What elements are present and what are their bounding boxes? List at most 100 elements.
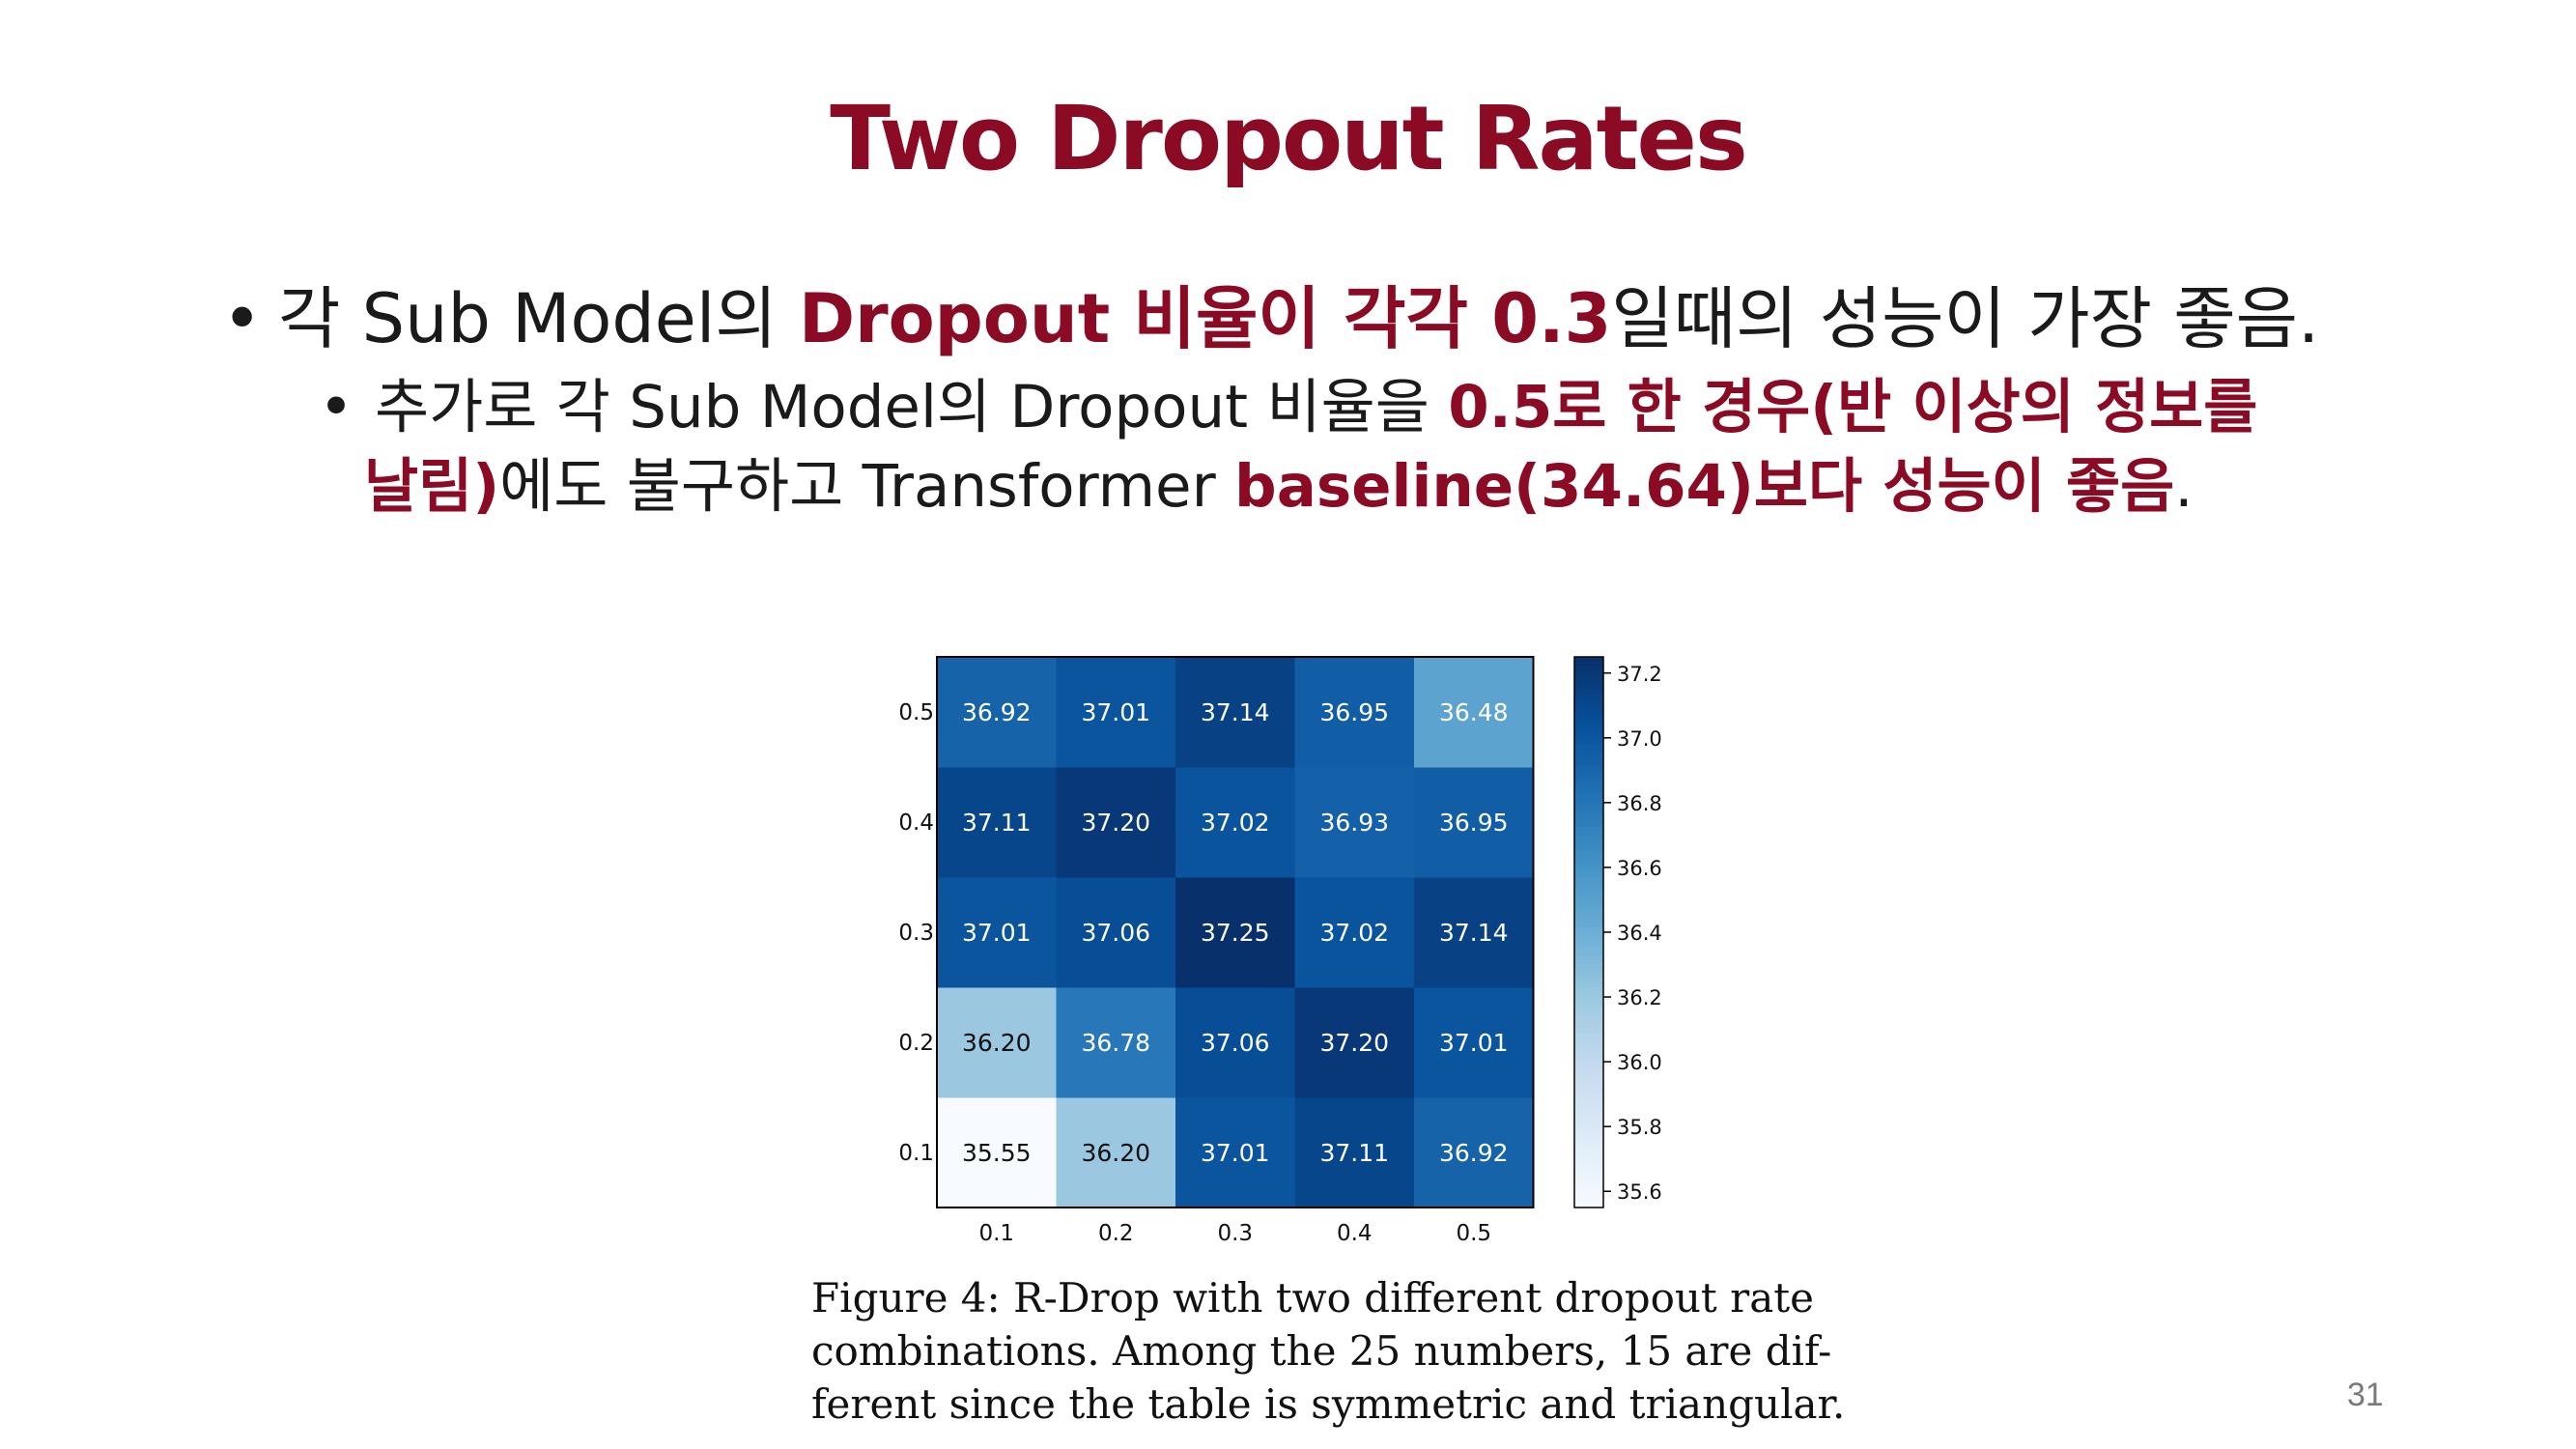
colorbar-segment	[1574, 1074, 1603, 1080]
colorbar-tick-label: 37.2	[1617, 663, 1662, 686]
heatmap-cell	[1056, 767, 1176, 878]
colorbar-segment	[1574, 657, 1603, 663]
cell-value-label: 36.20	[962, 1029, 1032, 1057]
heatmap-cell	[1175, 1097, 1295, 1208]
colorbar-segment	[1574, 776, 1603, 782]
cell-value-label: 36.48	[1439, 698, 1509, 726]
colorbar-segment	[1574, 1198, 1603, 1205]
heatmap-cell	[937, 657, 1057, 768]
colorbar-segment	[1574, 1037, 1603, 1043]
heatmap-chart: 35.55 36.20 37.01 37.11 36.92 36.20 36.78 37.06…	[898, 656, 1662, 1246]
heatmap-cell	[1294, 987, 1415, 1098]
colorbar-segment	[1574, 1069, 1603, 1076]
cell-value-label: 36.95	[1319, 698, 1389, 726]
colorbar-segment	[1574, 785, 1603, 791]
colorbar-segment	[1574, 973, 1603, 980]
colorbar-segment	[1574, 694, 1603, 699]
colorbar-segment	[1574, 1189, 1603, 1195]
colorbar-segment	[1574, 1097, 1603, 1103]
heatmap-cell	[1414, 657, 1534, 768]
cell-value-label: 37.01	[962, 919, 1032, 947]
heatmap-cell	[1175, 877, 1295, 988]
cell-value-label: 37.06	[1081, 919, 1150, 947]
colorbar-segment	[1574, 721, 1603, 727]
colorbar-segment	[1574, 927, 1603, 933]
colorbar-segment	[1574, 836, 1603, 841]
colorbar-segment	[1574, 1101, 1603, 1108]
heatmap-cell	[1294, 1097, 1415, 1208]
colorbar-segment	[1574, 794, 1603, 801]
colorbar-segment	[1574, 1093, 1603, 1098]
cell-value-label: 36.95	[1439, 809, 1509, 837]
x-tick-label: 0.1	[978, 1221, 1014, 1246]
colorbar-segment	[1574, 1106, 1603, 1113]
colorbar-tick-label: 35.6	[1617, 1180, 1662, 1204]
heatmap-cell	[1175, 767, 1295, 878]
colorbar-segment	[1574, 689, 1603, 695]
colorbar-segment	[1574, 854, 1603, 860]
colorbar-tick-label: 36.8	[1617, 792, 1662, 815]
colorbar-segment	[1574, 1083, 1603, 1090]
colorbar-segment	[1574, 712, 1603, 718]
colorbar-segment	[1574, 1184, 1603, 1190]
colorbar-segment	[1574, 840, 1603, 846]
colorbar-segment	[1574, 725, 1603, 731]
page-number: 31	[2347, 1377, 2384, 1413]
colorbar-segment	[1574, 1014, 1603, 1021]
colorbar-segment	[1574, 1166, 1603, 1172]
colorbar-segment	[1574, 739, 1603, 746]
colorbar-segment	[1574, 734, 1603, 741]
colorbar-segment	[1574, 831, 1603, 838]
heatmap-cell	[1056, 877, 1176, 988]
colorbar-tick-label: 36.2	[1617, 986, 1662, 1009]
colorbar-segment	[1574, 1143, 1603, 1150]
colorbar-segment	[1574, 936, 1603, 943]
heatmap-cell	[1294, 877, 1415, 988]
heatmap-cell	[1056, 657, 1176, 768]
cell-value-label: 37.02	[1319, 919, 1389, 947]
x-tick-label: 0.3	[1217, 1221, 1253, 1246]
colorbar-segment	[1574, 822, 1603, 828]
cell-value-label: 37.01	[1081, 698, 1150, 726]
colorbar-segment	[1574, 1001, 1603, 1007]
bullet-line: 날림)에도 불구하고 Transformer baseline(34.64)보다…	[364, 447, 2473, 526]
colorbar-segment	[1574, 1061, 1603, 1066]
colorbar-segment	[1574, 969, 1603, 975]
colorbar-segment	[1574, 1088, 1603, 1094]
colorbar-segment	[1574, 1051, 1603, 1058]
heatmap-cell	[937, 1097, 1057, 1208]
colorbar-segment	[1574, 886, 1603, 893]
colorbar-segment	[1574, 661, 1603, 668]
colorbar-segment	[1574, 679, 1603, 686]
colorbar-segment	[1574, 941, 1603, 948]
colorbar-segment	[1574, 914, 1603, 920]
bullet-highlight: 0.5로 한 경우(반 이상의 정보를	[1448, 373, 2258, 441]
colorbar-segment	[1574, 817, 1603, 823]
colorbar-segment	[1574, 808, 1603, 814]
colorbar-segment	[1574, 1024, 1603, 1030]
y-tick-label: 0.3	[898, 921, 934, 946]
y-tick-label: 0.5	[898, 700, 934, 725]
cell-value-label: 36.92	[1439, 1139, 1509, 1167]
heatmap-cell	[1175, 657, 1295, 768]
colorbar-tick-label: 37.0	[1617, 727, 1662, 751]
colorbar-segment	[1574, 964, 1603, 970]
bullet-text: 일때의 성능이 가장 좋음.	[1611, 279, 2320, 358]
colorbar-segment	[1574, 872, 1603, 878]
heatmap-cell	[1175, 987, 1295, 1098]
colorbar-segment	[1574, 702, 1603, 709]
colorbar-segment	[1574, 954, 1603, 961]
colorbar-segment	[1574, 877, 1603, 883]
colorbar-segment	[1574, 951, 1603, 956]
colorbar-segment	[1574, 1028, 1603, 1035]
colorbar-segment	[1574, 1156, 1603, 1163]
colorbar-segment	[1574, 757, 1603, 764]
y-tick-label: 0.2	[898, 1031, 934, 1056]
colorbar-segment	[1574, 881, 1603, 888]
colorbar-segment	[1574, 799, 1603, 805]
colorbar-segment	[1574, 781, 1603, 786]
colorbar-segment	[1574, 716, 1603, 723]
colorbar-segment	[1574, 899, 1603, 906]
colorbar-segment	[1574, 863, 1603, 869]
colorbar-segment	[1574, 1138, 1603, 1145]
